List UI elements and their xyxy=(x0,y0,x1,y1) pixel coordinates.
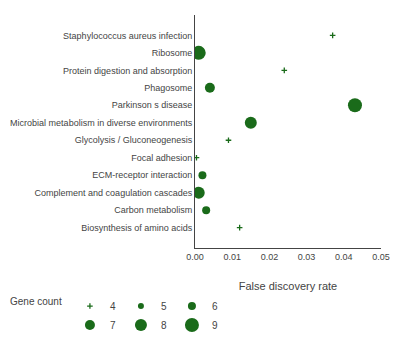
svg-text:7: 7 xyxy=(110,320,116,331)
svg-text:Gene count: Gene count xyxy=(10,296,62,307)
svg-text:Parkinson s disease: Parkinson s disease xyxy=(112,100,193,110)
svg-text:Complement and coagulation cas: Complement and coagulation cascades xyxy=(35,188,193,198)
svg-text:0.04: 0.04 xyxy=(335,252,353,262)
svg-text:0.01: 0.01 xyxy=(223,252,241,262)
svg-text:Focal adhesion: Focal adhesion xyxy=(131,153,192,163)
svg-text:Staphylococcus aureus infectio: Staphylococcus aureus infection xyxy=(63,31,192,41)
svg-text:ECM-receptor interaction: ECM-receptor interaction xyxy=(92,170,192,180)
svg-text:Biosynthesis of amino acids: Biosynthesis of amino acids xyxy=(81,223,193,233)
svg-text:5: 5 xyxy=(161,301,167,312)
svg-text:0.00: 0.00 xyxy=(186,252,204,262)
svg-text:Ribosome: Ribosome xyxy=(152,48,193,58)
svg-text:False discovery rate: False discovery rate xyxy=(239,280,337,292)
svg-text:Glycolysis / Gluconeogenesis: Glycolysis / Gluconeogenesis xyxy=(75,135,193,145)
svg-text:0.02: 0.02 xyxy=(261,252,279,262)
svg-text:9: 9 xyxy=(212,320,218,331)
svg-text:4: 4 xyxy=(110,301,116,312)
svg-text:0.03: 0.03 xyxy=(298,252,316,262)
svg-text:Microbial metabolism in divers: Microbial metabolism in diverse environm… xyxy=(10,118,193,128)
svg-text:Phagosome: Phagosome xyxy=(144,83,192,93)
svg-text:Carbon metabolism: Carbon metabolism xyxy=(114,205,192,215)
svg-text:Protein digestion and absorpti: Protein digestion and absorption xyxy=(63,66,192,76)
svg-text:0.05: 0.05 xyxy=(372,252,390,262)
svg-text:6: 6 xyxy=(212,301,218,312)
svg-text:8: 8 xyxy=(161,320,167,331)
